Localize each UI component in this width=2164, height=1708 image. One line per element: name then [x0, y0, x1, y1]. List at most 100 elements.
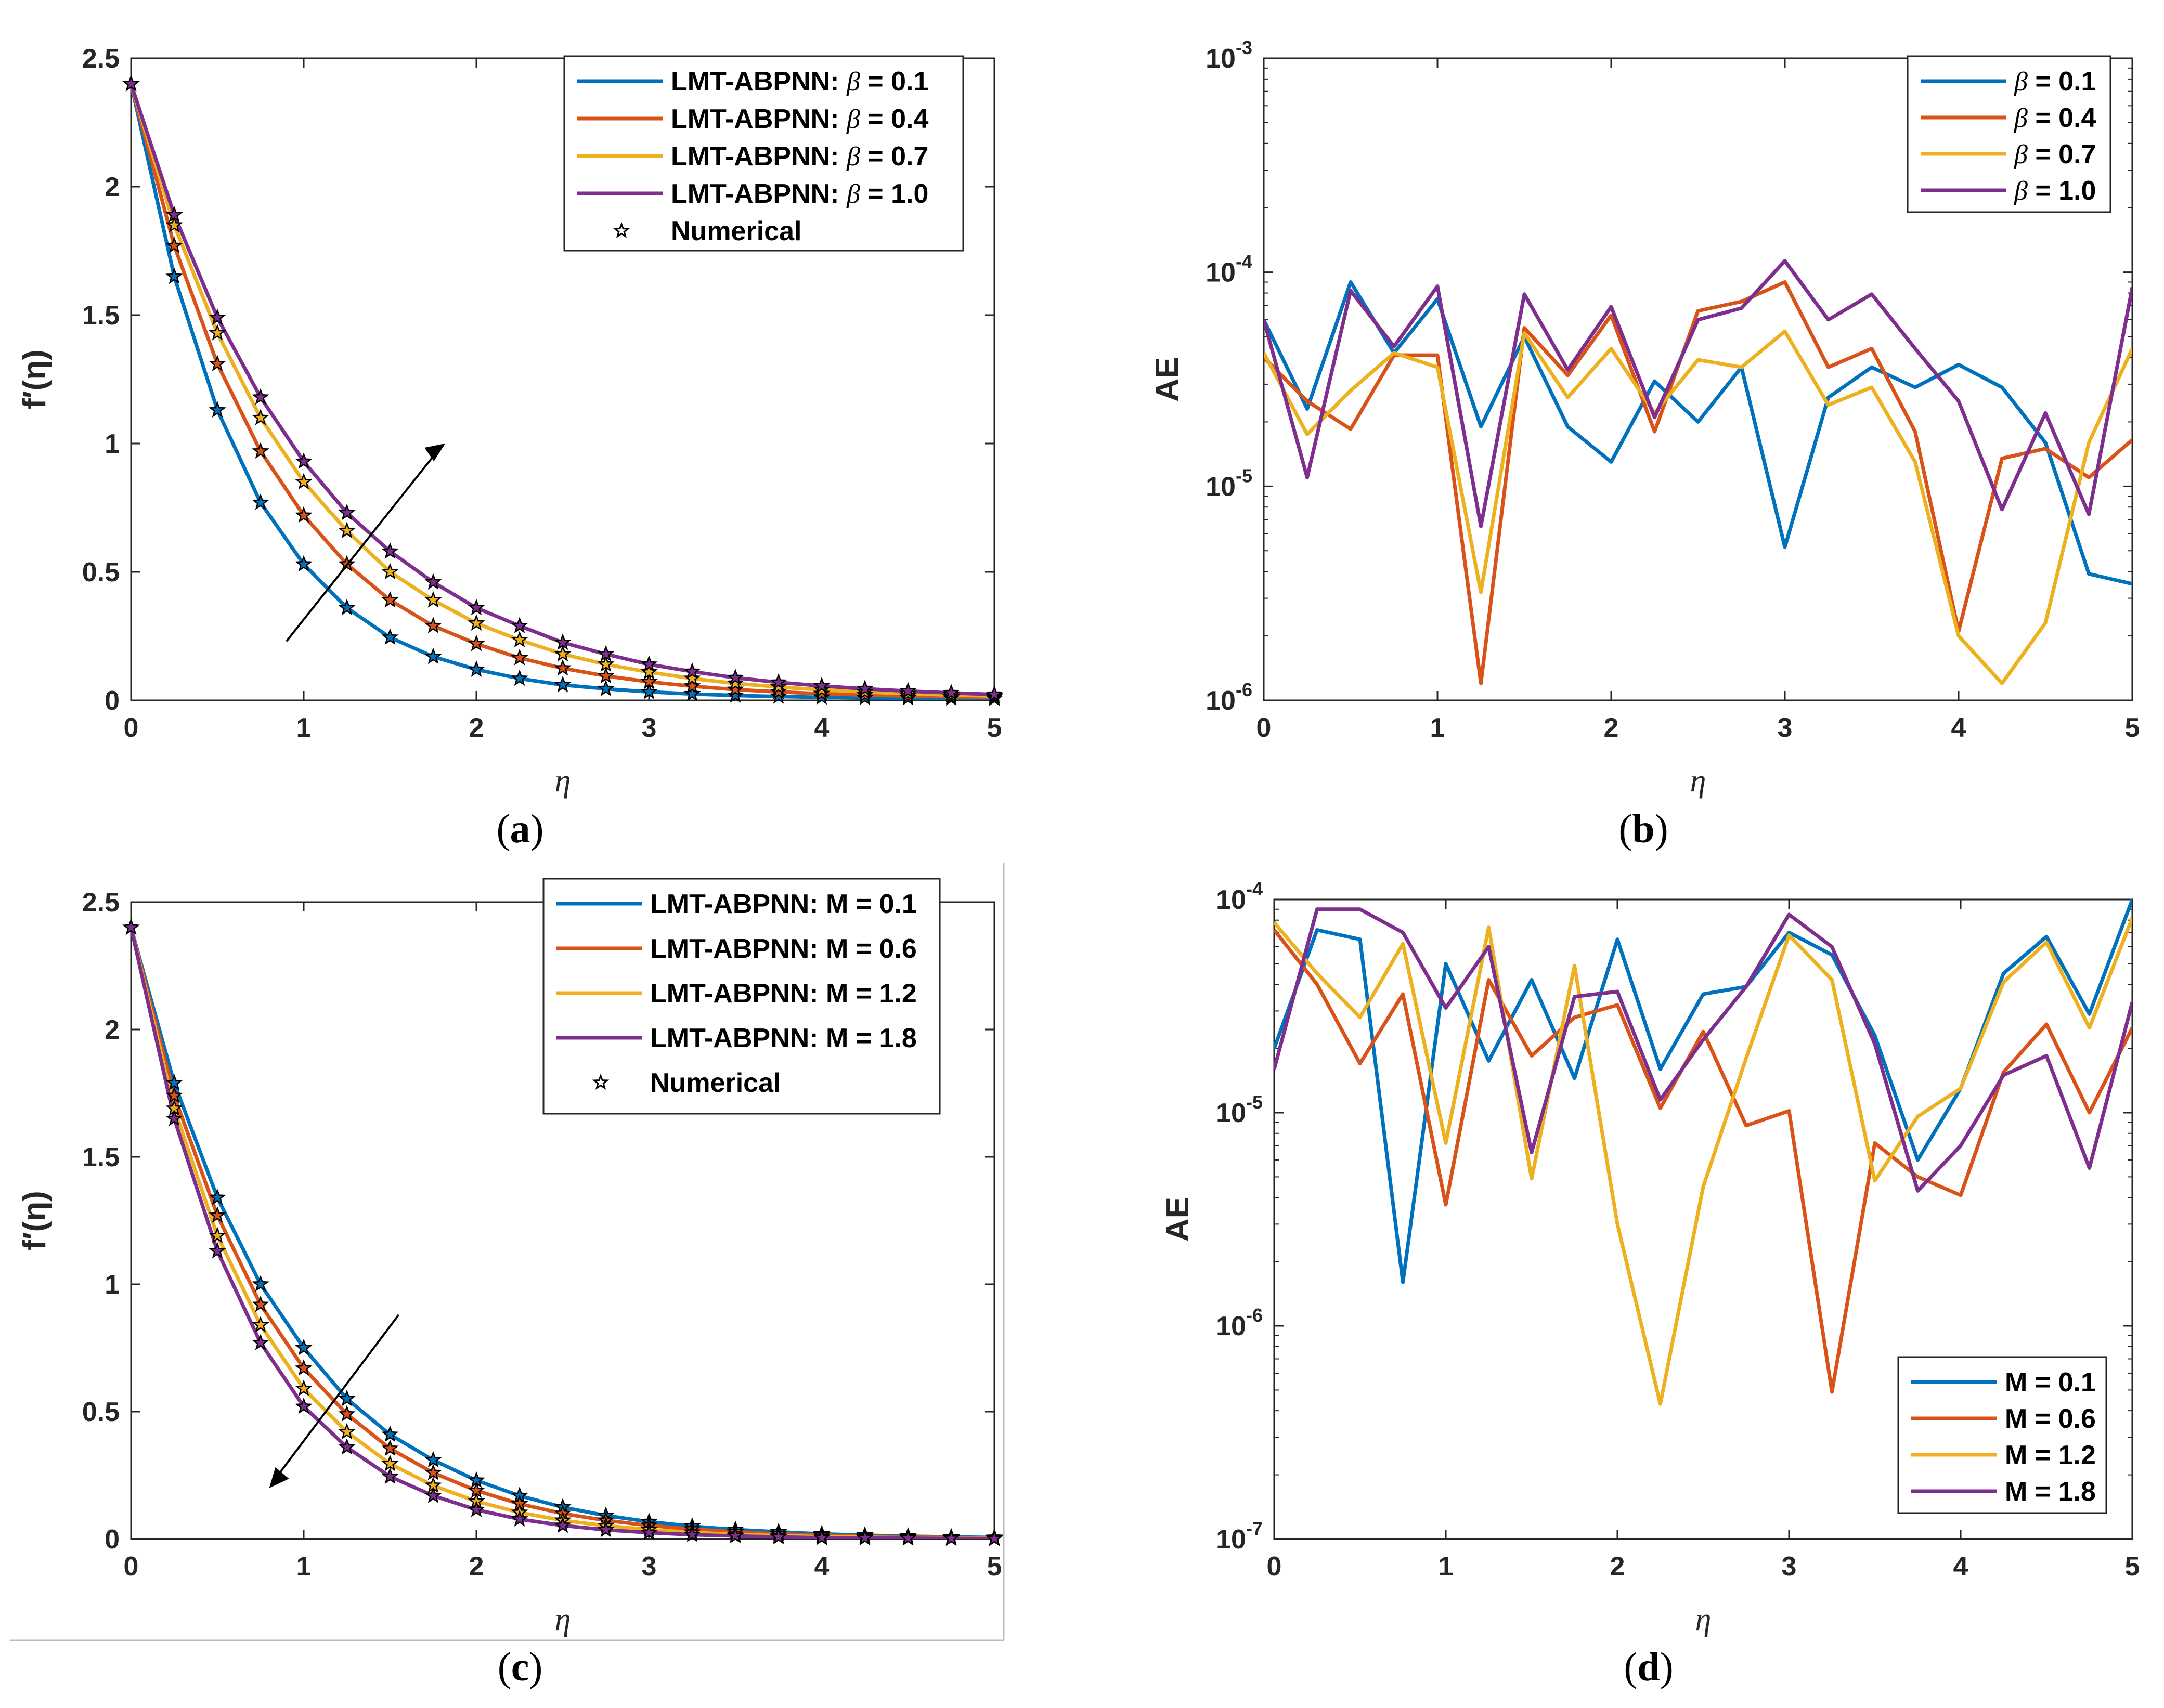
- trend-arrow-line: [286, 455, 434, 642]
- legend-label-symbol: β: [846, 179, 860, 209]
- numerical-point: [252, 388, 269, 405]
- numerical-point: [424, 1464, 442, 1480]
- y-tick-base: 10: [1216, 1098, 1246, 1128]
- y-tick-label: 10-4: [1216, 878, 1263, 915]
- y-axis-label: f′(η): [17, 1191, 53, 1250]
- y-tick-label: 10-4: [1206, 251, 1252, 288]
- legend-label-a-0: LMT-ABPNN: β = 0.1: [671, 67, 928, 97]
- x-tick-label: 0: [124, 1551, 139, 1582]
- numerical-point: [295, 1397, 313, 1414]
- y-tick-base: 10: [1216, 1311, 1246, 1341]
- series-line-b-1: [1264, 280, 2132, 685]
- legend-label-b-1: β = 0.4: [2014, 103, 2096, 133]
- numerical-point: [424, 647, 442, 664]
- caption-letter: c: [511, 1644, 529, 1689]
- numerical-point: [381, 628, 399, 645]
- x-tick-label: 4: [1951, 713, 1966, 743]
- y-tick-exponent: -5: [1236, 465, 1252, 486]
- numerical-point: [295, 506, 313, 523]
- y-tick-exponent: -3: [1236, 37, 1252, 58]
- numerical-point: [209, 1206, 226, 1223]
- y-axis-label: AE: [1149, 357, 1185, 401]
- numerical-point: [899, 682, 917, 699]
- legend-label-part: LMT-ABPNN:: [671, 141, 847, 172]
- legend-label-symbol: β: [846, 142, 860, 172]
- numerical-point: [683, 669, 701, 686]
- numerical-point: [295, 452, 313, 469]
- x-tick-label: 5: [987, 713, 1002, 743]
- series-line-d-0: [1274, 899, 2132, 1284]
- numerical-point: [597, 645, 615, 662]
- series-group: [1264, 259, 2132, 685]
- numerical-point: [468, 614, 485, 631]
- numerical-point: [209, 1227, 226, 1244]
- numerical-point: [165, 237, 183, 253]
- legend-label-part: = 1.0: [860, 179, 929, 209]
- numerical-point: [209, 324, 226, 341]
- numerical-point: [338, 598, 356, 616]
- numerical-point: [597, 655, 615, 672]
- numerical-point: [683, 677, 701, 694]
- numerical-point: [511, 648, 528, 666]
- legend-b: β = 0.1β = 0.4β = 0.7β = 1.0: [1907, 55, 2111, 213]
- legend-label-part: = 0.7: [2028, 139, 2096, 170]
- numerical-point: [468, 598, 485, 616]
- numerical-point: [424, 617, 442, 634]
- numerical-point: [252, 442, 269, 459]
- y-tick-label: 0.5: [82, 557, 120, 588]
- legend-label-part: LMT-ABPNN:: [671, 67, 847, 97]
- legend-label-part: LMT-ABPNN:: [671, 179, 847, 209]
- y-axis-label: f′(η): [17, 349, 53, 409]
- numerical-point: [899, 1529, 917, 1546]
- caption-paren: (: [1624, 1644, 1637, 1689]
- x-tick-label: 3: [1778, 713, 1793, 743]
- numerical-point: [381, 1454, 399, 1471]
- x-tick-label: 0: [1267, 1551, 1282, 1582]
- numerical-point: [511, 669, 528, 686]
- y-tick-label: 10-6: [1216, 1305, 1263, 1341]
- numerical-point: [295, 1359, 313, 1376]
- y-tick-label: 2.5: [82, 888, 120, 918]
- x-tick-label: 5: [2125, 713, 2140, 743]
- y-tick-label: 10-6: [1206, 679, 1252, 716]
- legend-d: M = 0.1 M = 0.6 M = 1.2 M = 1.8: [1897, 1356, 2107, 1514]
- numerical-point: [165, 1086, 183, 1103]
- series-line-b-3: [1264, 259, 2132, 528]
- legend-label-b-0: β = 0.1: [2014, 67, 2096, 97]
- numerical-point: [986, 1529, 1003, 1546]
- series-group: [1274, 899, 2132, 1406]
- numerical-point: [295, 473, 313, 490]
- legend-label-c-2: LMT-ABPNN: M = 1.2: [650, 979, 917, 1009]
- caption-letter: a: [510, 806, 530, 851]
- numerical-point: [727, 686, 744, 703]
- numerical-point: [338, 1405, 356, 1422]
- numerical-point: [252, 1295, 269, 1312]
- numerical-point: [338, 1438, 356, 1455]
- numerical-point: [683, 685, 701, 701]
- x-axis-label: η: [555, 1602, 571, 1637]
- numerical-point: [295, 555, 313, 572]
- legend-label-part: LMT-ABPNN:: [671, 104, 847, 134]
- y-tick-label: 0.5: [82, 1397, 120, 1427]
- y-tick-label: 1.5: [82, 1142, 120, 1172]
- numerical-point: [338, 1423, 356, 1440]
- trend-arrow-head: [424, 444, 446, 461]
- x-tick-label: 1: [296, 713, 312, 743]
- numerical-point: [165, 267, 183, 284]
- numerical-point: [727, 680, 744, 697]
- y-tick-label: 2: [105, 1015, 120, 1045]
- numerical-point: [468, 634, 485, 651]
- numerical-point: [597, 1520, 615, 1537]
- numerical-point: [856, 1529, 874, 1546]
- y-axis-label: AE: [1160, 1197, 1196, 1242]
- caption-paren: ): [530, 806, 544, 851]
- x-axis-label: η: [1695, 1602, 1712, 1637]
- numerical-point: [165, 1074, 183, 1091]
- legend-box: [542, 878, 941, 1115]
- legend-star-icon: [613, 221, 630, 238]
- legend-box: [563, 55, 964, 252]
- y-tick-base: 10: [1216, 885, 1246, 915]
- legend-label-symbol: β: [2014, 103, 2028, 133]
- chart-c: 0 1 2 3 4 5 0 0.5 1 1.5 2 2.5 η f′(η) LMT-ABPNN: M = 0…: [17, 878, 1003, 1689]
